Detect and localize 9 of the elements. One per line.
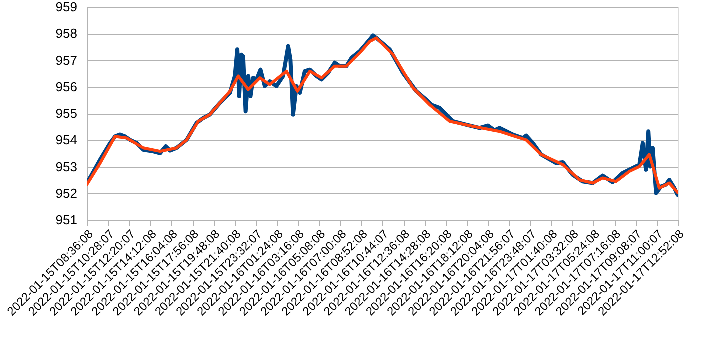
- y-tick-label: 953: [56, 159, 78, 174]
- y-tick-label: 957: [56, 52, 78, 68]
- y-tick-label: 958: [56, 26, 78, 42]
- y-tick-label: 952: [56, 186, 78, 201]
- y-tick-label: 955: [56, 106, 78, 121]
- y-tick-label: 951: [56, 212, 78, 228]
- y-tick-label: 956: [56, 79, 78, 94]
- y-tick-label: 954: [56, 132, 78, 148]
- y-tick-label: 959: [56, 0, 78, 14]
